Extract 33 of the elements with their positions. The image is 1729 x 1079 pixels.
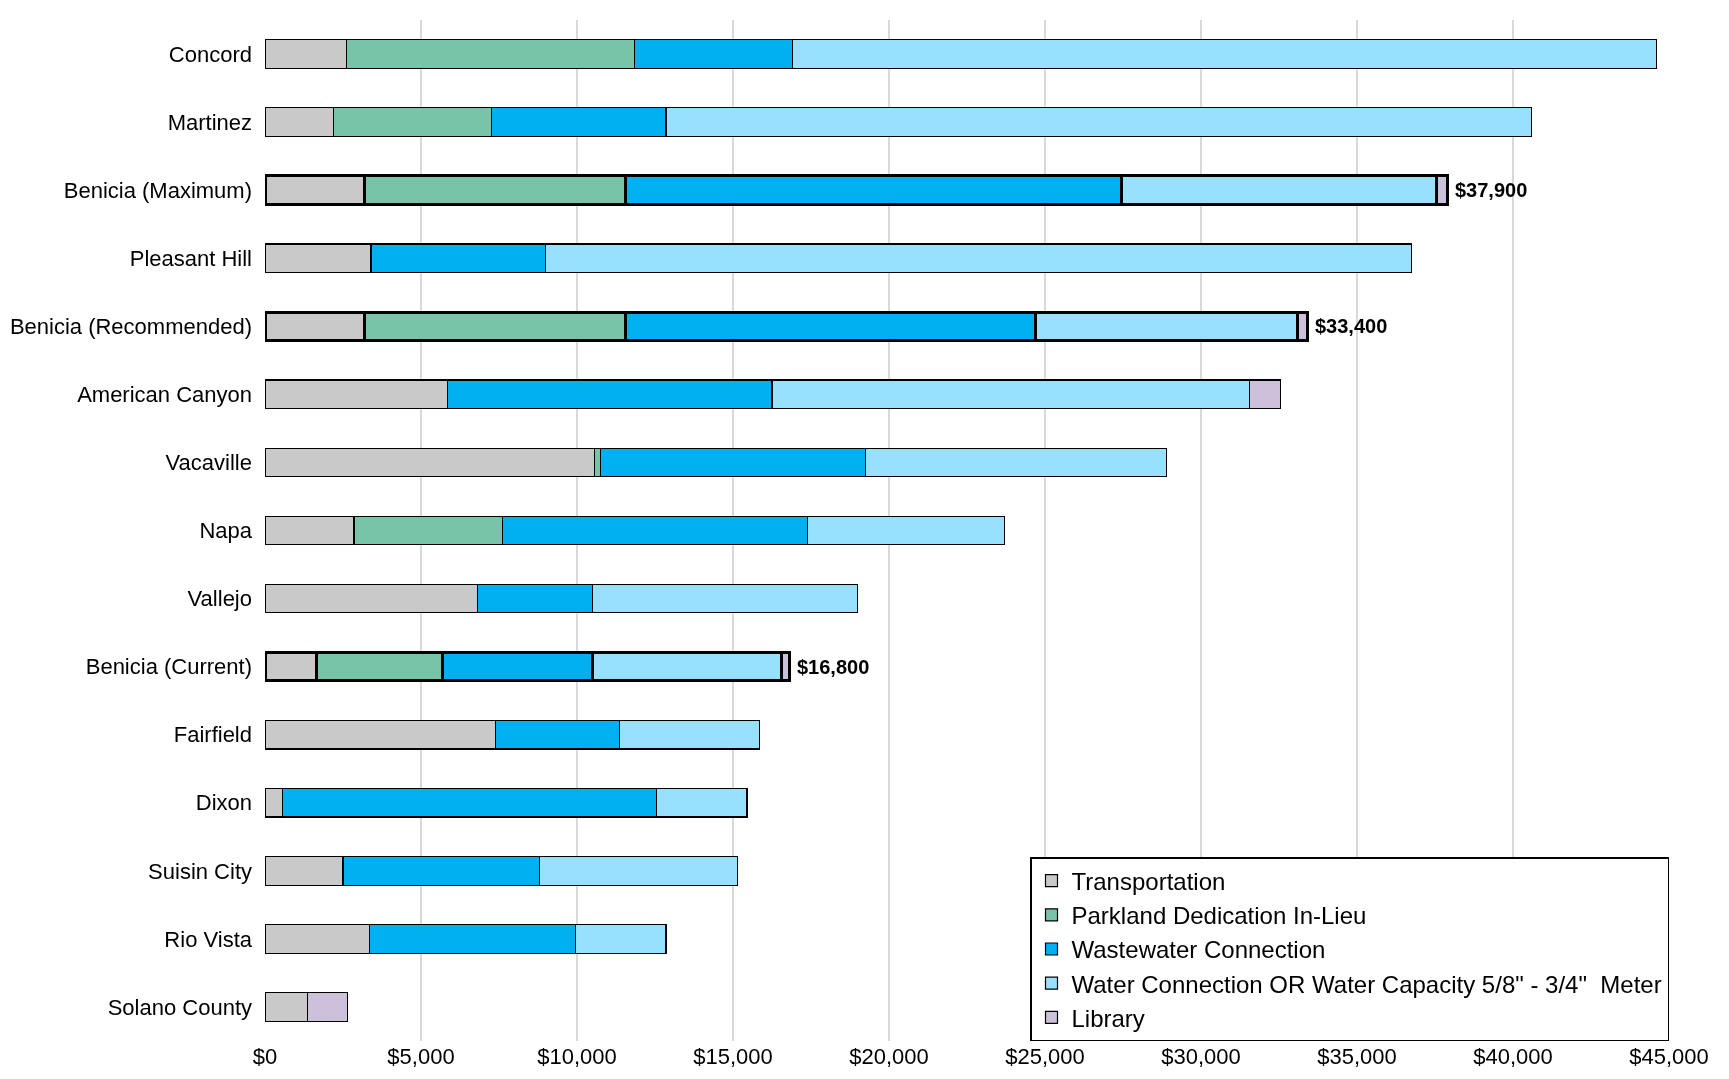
x-tick-label: $15,000: [693, 1044, 773, 1069]
y-tick-label: Rio Vista: [164, 926, 253, 952]
y-tick-label: Fairfield: [173, 722, 252, 748]
y-tick-label: Pleasant Hill: [129, 245, 252, 271]
x-tick-label: $5,000: [387, 1044, 455, 1069]
legend-label: Wastewater Connection: [1071, 936, 1326, 964]
y-tick-label: Solano County: [107, 994, 252, 1020]
total-label: $16,800: [797, 656, 870, 678]
x-tick-label: $40,000: [1473, 1044, 1553, 1069]
x-tick-label: $30,000: [1161, 1044, 1241, 1069]
x-tick-label: $35,000: [1317, 1044, 1397, 1069]
legend-label: Library: [1071, 1004, 1145, 1032]
legend-label: Water Connection OR Water Capacity 5/8" - 3/4" Meter: [1071, 970, 1662, 998]
y-tick-label: Benicia (Current): [85, 654, 252, 680]
y-tick-label: Benicia (Recommended): [9, 314, 252, 339]
total-label: $37,900: [1455, 179, 1528, 201]
y-tick-label: Napa: [199, 518, 253, 544]
y-tick-label: American Canyon: [77, 382, 252, 408]
x-tick-label: $10,000: [537, 1044, 617, 1069]
legend-label: Transportation: [1071, 867, 1226, 895]
legend-label: Parkland Dedication In-Lieu: [1071, 902, 1367, 930]
y-tick-label: Martinez: [167, 109, 252, 135]
x-tick-label: $45,000: [1629, 1044, 1709, 1069]
x-tick-label: $0: [252, 1044, 278, 1069]
x-tick-label: $20,000: [849, 1044, 929, 1069]
y-tick-label: Suisin City: [148, 858, 252, 884]
y-tick-label: Vacaville: [165, 450, 252, 476]
total-label: $33,400: [1315, 315, 1388, 337]
y-tick-label: Benicia (Maximum): [63, 177, 252, 203]
y-tick-label: Vallejo: [187, 586, 252, 612]
y-tick-label: Concord: [168, 41, 252, 67]
x-tick-label: $25,000: [1005, 1044, 1085, 1069]
y-tick-label: Dixon: [195, 790, 252, 816]
